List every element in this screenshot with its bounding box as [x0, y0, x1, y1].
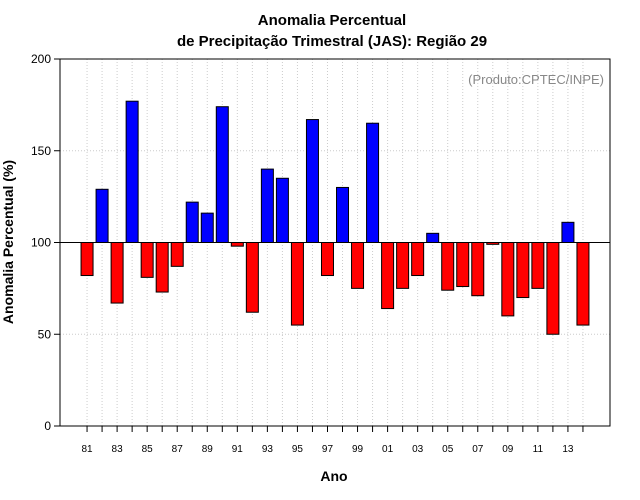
bar-2013 [561, 221, 575, 244]
x-tick-label: 85 [142, 444, 154, 455]
x-tick-label: 83 [112, 444, 124, 455]
x-tick-label: 87 [172, 444, 184, 455]
x-tick-label: 91 [232, 444, 244, 455]
bar-1982 [95, 188, 109, 244]
bar-1998 [336, 186, 350, 243]
x-tick-label: 13 [562, 444, 574, 455]
bar-1989 [200, 212, 214, 243]
x-tick-label: 09 [502, 444, 514, 455]
bar-2012 [546, 242, 560, 335]
bar-1993 [260, 168, 274, 244]
x-tick-label: 03 [412, 444, 424, 455]
y-tick-label: 150 [31, 144, 51, 158]
bar-2014 [576, 242, 590, 326]
bar-1994 [275, 177, 289, 243]
bar-2004 [426, 232, 440, 243]
x-tick-label: 97 [322, 444, 334, 455]
x-tick-label: 93 [262, 444, 274, 455]
bar-2005 [441, 242, 455, 291]
y-axis: 0 50 100 150 200 [31, 52, 60, 433]
x-axis: 81 83 85 87 89 91 93 95 97 99 01 03 05 07 09 11 13 [81, 426, 584, 455]
bar-1987 [170, 242, 184, 267]
y-axis-label: Anomalia Percentual (%) [0, 160, 16, 324]
bar-1997 [320, 242, 334, 277]
bar-1985 [140, 242, 154, 278]
bar-2010 [516, 242, 530, 299]
chart-title-line-2: de Precipitação Trimestral (JAS): Região… [177, 33, 487, 50]
y-tick-label: 100 [31, 236, 51, 250]
y-tick-label: 50 [38, 327, 52, 341]
bar-1990 [215, 106, 229, 243]
x-tick-label: 95 [292, 444, 304, 455]
bar-1988 [185, 201, 199, 244]
y-tick-label: 200 [31, 52, 51, 66]
y-tick-label: 0 [44, 419, 51, 433]
chart-title-line-1: Anomalia Percentual [258, 12, 406, 29]
bar-1992 [245, 242, 259, 313]
bar-1996 [305, 119, 319, 243]
bar-2000 [366, 122, 380, 243]
bar-1999 [351, 242, 365, 289]
bar-1984 [125, 100, 139, 243]
bar-1983 [110, 242, 124, 304]
x-tick-label: 89 [202, 444, 214, 455]
bar-2007 [471, 242, 485, 297]
x-tick-label: 07 [472, 444, 484, 455]
x-tick-label: 11 [533, 444, 544, 455]
bar-2006 [456, 242, 470, 288]
x-tick-label: 81 [81, 444, 93, 455]
x-tick-label: 05 [442, 444, 454, 455]
x-tick-label: 01 [382, 444, 394, 455]
bars [80, 100, 590, 335]
bar-2001 [381, 242, 395, 310]
bar-1986 [155, 242, 169, 293]
bar-1991 [230, 242, 244, 247]
bar-1981 [80, 242, 94, 277]
bar-1995 [290, 242, 304, 326]
x-axis-label: Ano [320, 468, 347, 484]
x-tick-label: 99 [352, 444, 364, 455]
source-annotation: (Produto:CPTEC/INPE) [468, 72, 604, 87]
bar-2002 [396, 242, 410, 289]
bar-2003 [411, 242, 425, 277]
bar-2011 [531, 242, 545, 289]
bar-2009 [501, 242, 515, 317]
